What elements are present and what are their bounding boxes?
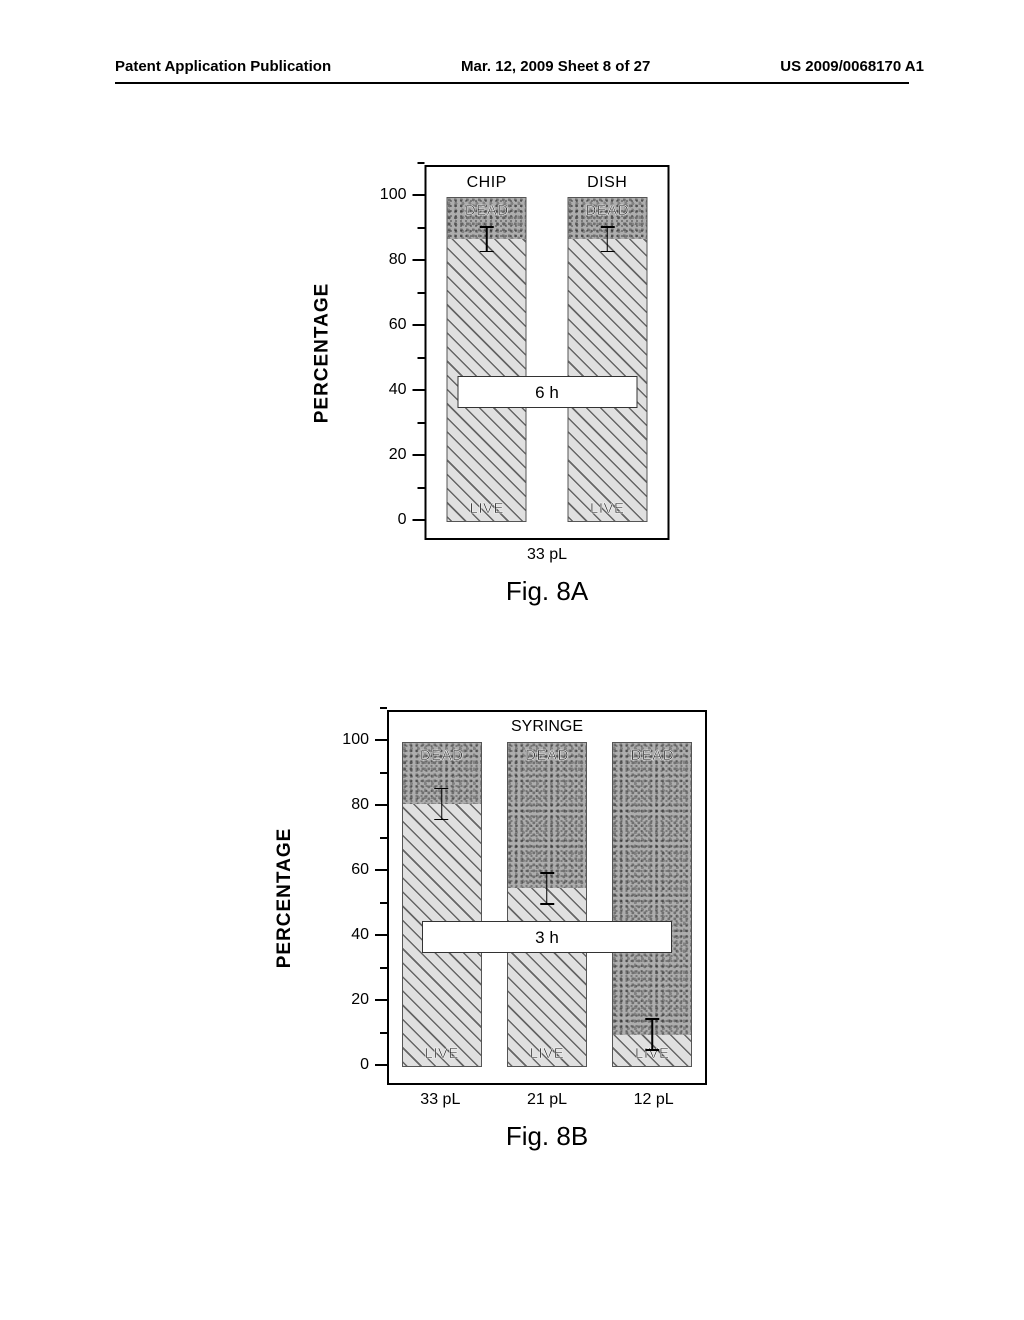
live-label: LIVE xyxy=(469,500,504,517)
bar-header: DISH xyxy=(587,173,627,197)
bar-column: DISH DEAD LIVE xyxy=(547,167,668,522)
y-tick-label: 60 xyxy=(351,861,369,879)
y-tick-label: 20 xyxy=(351,991,369,1009)
bar-segment-dead: DEAD xyxy=(507,742,587,888)
dead-label: DEAD xyxy=(420,747,464,764)
error-bar xyxy=(441,788,443,821)
x-label: 21 pL xyxy=(527,1091,567,1109)
y-axis-title: PERCENTAGE xyxy=(274,827,296,968)
y-tick-label: 100 xyxy=(342,731,369,749)
y-tick-label: 80 xyxy=(389,251,407,269)
x-label: 33 pL xyxy=(420,1091,460,1109)
y-tick-label: 100 xyxy=(380,186,407,204)
y-tick-label: 0 xyxy=(360,1056,369,1074)
bar-header: CHIP xyxy=(467,173,507,197)
dead-label: DEAD xyxy=(465,202,509,219)
live-label: LIVE xyxy=(530,1045,565,1062)
y-axis-title: PERCENTAGE xyxy=(312,282,334,423)
live-label: LIVE xyxy=(424,1045,459,1062)
x-label: 12 pL xyxy=(634,1091,674,1109)
error-bar xyxy=(546,872,548,905)
bar-column: DEAD LIVE xyxy=(389,712,494,1067)
figure-caption: Fig. 8B xyxy=(506,1121,588,1152)
header-rule xyxy=(115,82,909,84)
y-tick-label: 80 xyxy=(351,796,369,814)
page-header: Patent Application Publication Mar. 12, … xyxy=(0,58,1024,75)
y-tick-label: 60 xyxy=(389,316,407,334)
header-center: Mar. 12, 2009 Sheet 8 of 27 xyxy=(461,58,650,75)
y-tick-label: 0 xyxy=(398,511,407,529)
figure-8a: 020406080100PERCENTAGECHIPDEADLIVEDISHDE… xyxy=(355,165,670,620)
y-tick-label: 40 xyxy=(389,381,407,399)
annotation-box: 6 h xyxy=(457,376,637,408)
dead-label: DEAD xyxy=(585,202,629,219)
annotation-box: 3 h xyxy=(422,921,672,953)
bar-column: CHIP DEAD LIVE xyxy=(427,167,548,522)
x-label: 33 pL xyxy=(527,546,567,564)
error-bar xyxy=(486,226,488,252)
figure-caption: Fig. 8A xyxy=(506,576,588,607)
y-tick-label: 40 xyxy=(351,926,369,944)
header-right: US 2009/0068170 A1 xyxy=(780,58,924,75)
bar-column: DEADLIVE xyxy=(600,712,705,1067)
bar-segment-dead: DEAD xyxy=(612,742,692,1035)
live-label: LIVE xyxy=(590,500,625,517)
y-tick-label: 20 xyxy=(389,446,407,464)
dead-label: DEAD xyxy=(525,747,569,764)
bar-column: DEAD LIVE xyxy=(494,712,599,1067)
header-left: Patent Application Publication xyxy=(115,58,331,75)
error-bar xyxy=(607,226,609,252)
dead-label: DEAD xyxy=(630,747,674,764)
bar-segment-live: LIVE xyxy=(507,888,587,1067)
figure-8b: 020406080100PERCENTAGESYRINGEDEADLIVEDEA… xyxy=(317,710,707,1165)
error-bar xyxy=(652,1018,654,1051)
